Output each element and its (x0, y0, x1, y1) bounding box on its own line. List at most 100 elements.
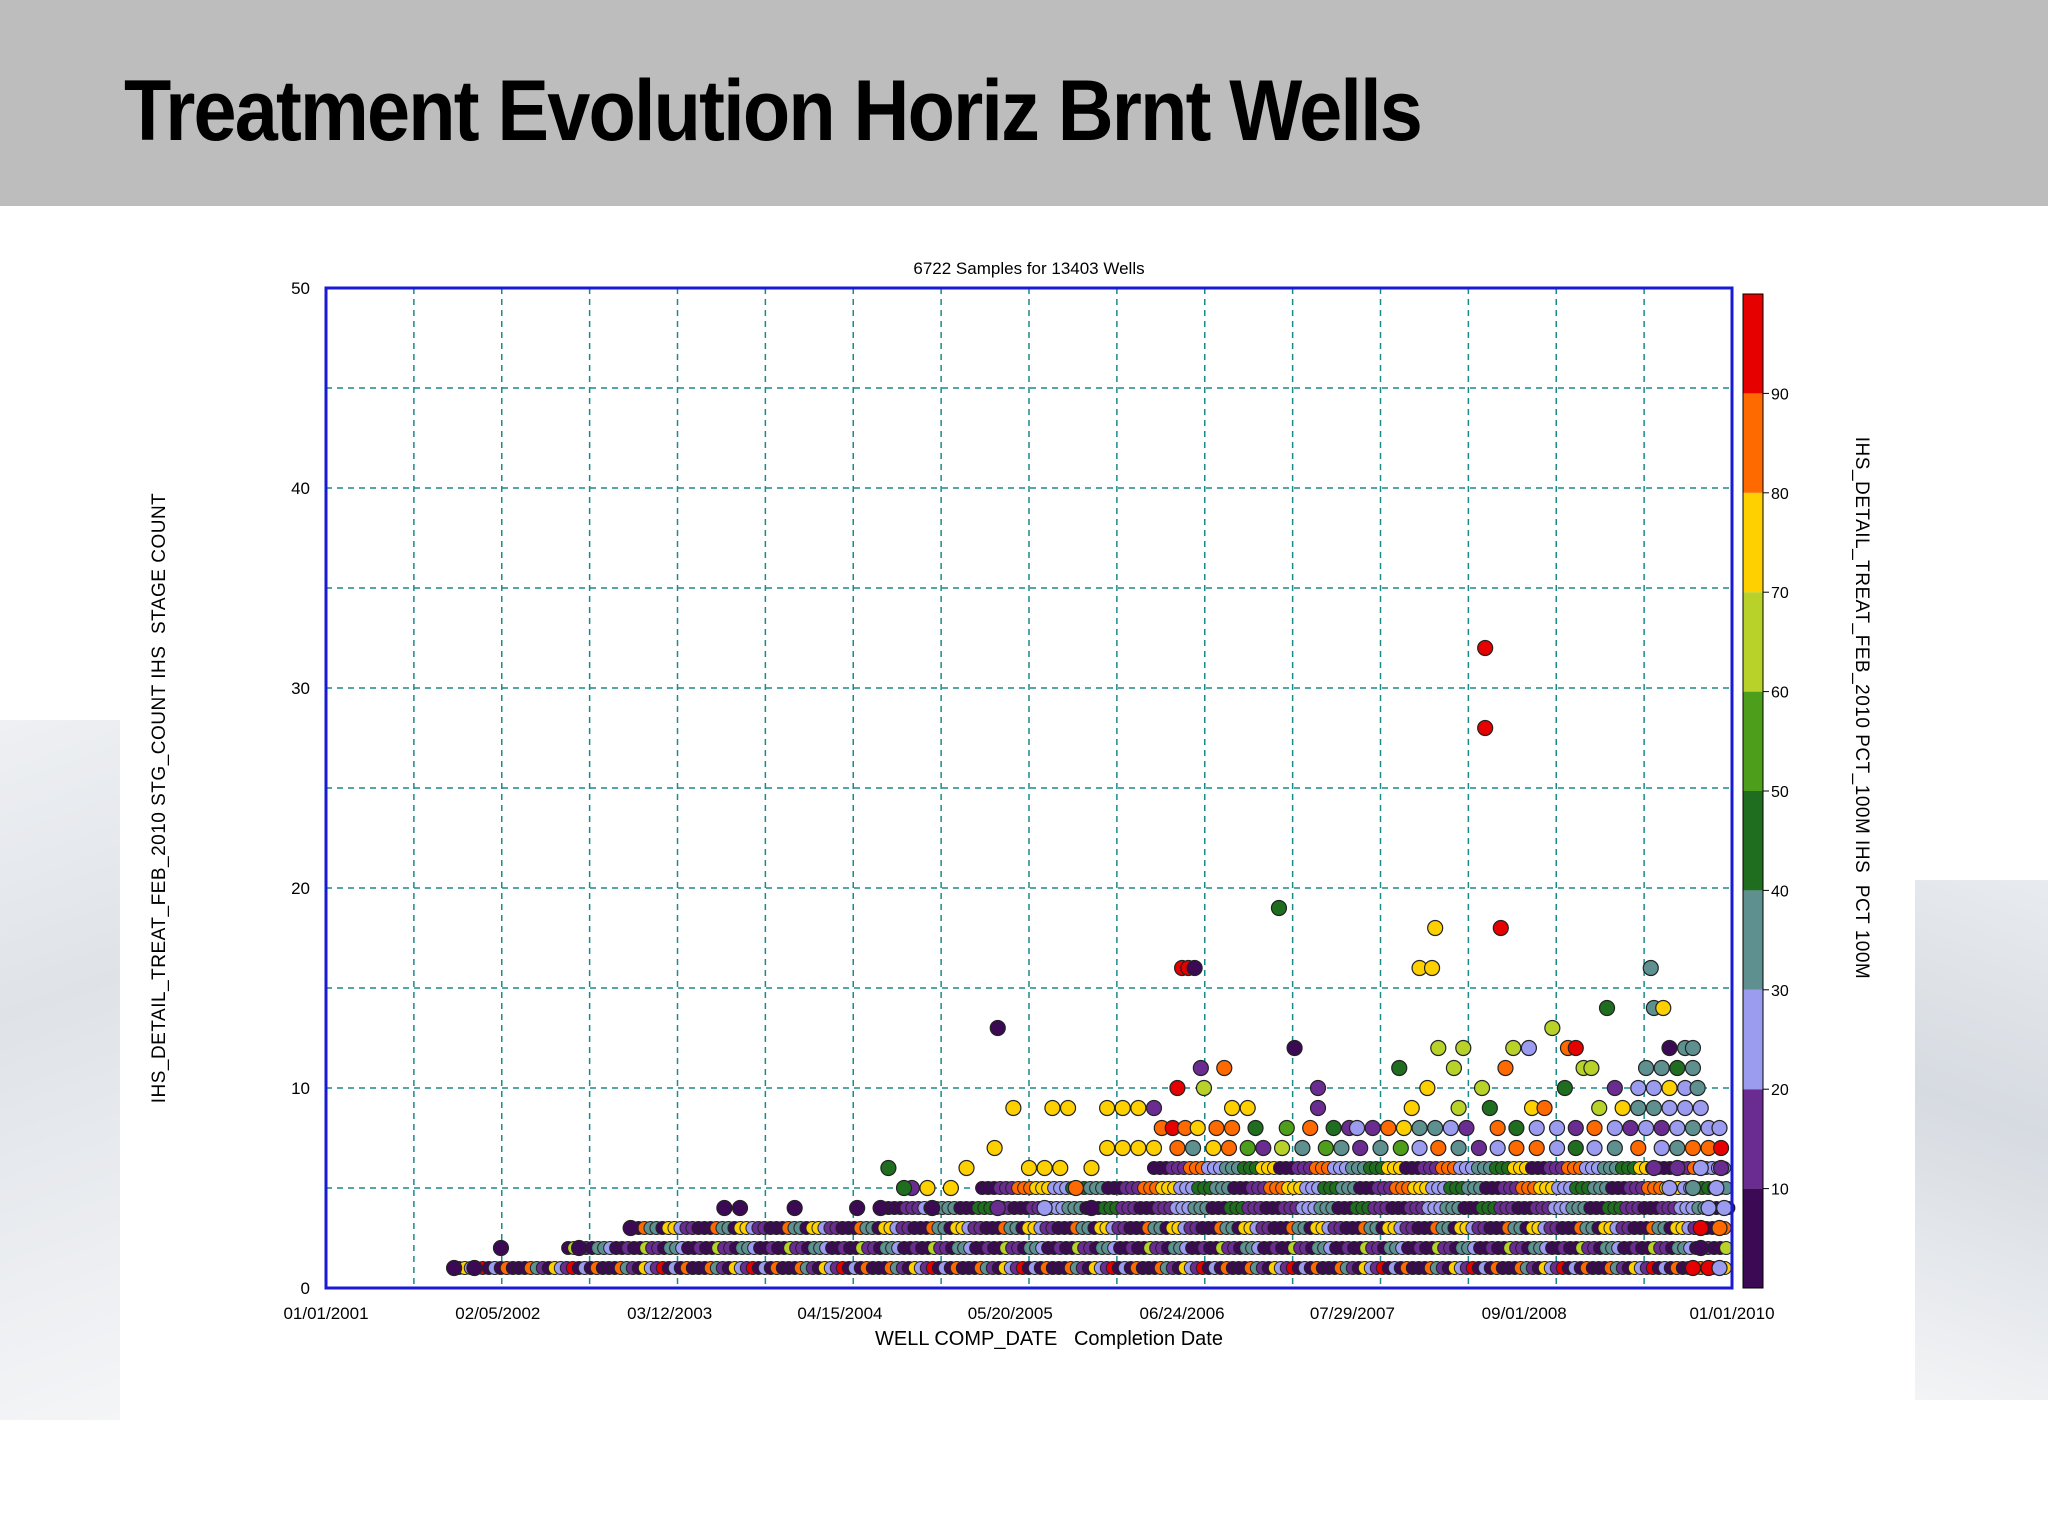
colorbar-segment (1743, 989, 1763, 1090)
data-point (1348, 1119, 1366, 1137)
data-point (1325, 1119, 1342, 1137)
data-point (958, 1159, 975, 1177)
data-point (1567, 1119, 1584, 1137)
scatter-chart: 01/01/2001 02/05/2002 03/12/2003 04/15/2004… (149, 259, 1872, 1350)
data-point (1083, 1199, 1100, 1217)
x-tick-label: 05/20/2005 (968, 1304, 1053, 1323)
data-point (1223, 1099, 1241, 1117)
data-point (1392, 1139, 1409, 1157)
data-point (1661, 1179, 1678, 1197)
data-point (1669, 1159, 1686, 1177)
data-point (1270, 899, 1288, 917)
data-point (1692, 1219, 1709, 1237)
data-point (1712, 1159, 1730, 1177)
data-point (1716, 1199, 1733, 1217)
data-point (1309, 1079, 1327, 1097)
data-point (1622, 1119, 1639, 1137)
data-point (786, 1199, 803, 1217)
data-point (919, 1179, 936, 1197)
data-point (1567, 1039, 1584, 1057)
data-point (924, 1199, 941, 1217)
data-point (1606, 1139, 1623, 1157)
data-point (1497, 1059, 1514, 1077)
x-tick-label: 06/24/2006 (1140, 1304, 1225, 1323)
dense-bands (451, 1161, 1736, 1275)
background-decoration-right (1913, 880, 2048, 1400)
data-point (1372, 1139, 1389, 1157)
colorbar-segment (1743, 592, 1763, 692)
data-point (1130, 1099, 1147, 1117)
data-point (989, 1019, 1006, 1037)
data-point (1606, 1119, 1623, 1137)
data-point (1684, 1039, 1702, 1057)
data-point (1669, 1139, 1686, 1157)
data-point (1099, 1099, 1116, 1117)
x-axis-label: WELL COMP_DATE Completion Date (875, 1328, 1223, 1350)
data-point (731, 1199, 749, 1217)
data-point (880, 1159, 897, 1177)
data-point (1220, 1139, 1238, 1157)
background-decoration-left (0, 720, 120, 1420)
data-point (1294, 1139, 1311, 1157)
data-point (1427, 1119, 1444, 1137)
data-point (1653, 1059, 1670, 1077)
y-tick-label: 40 (291, 479, 310, 498)
colorbar-segment (1743, 1089, 1763, 1189)
slide-title: Treatment Evolution Horiz Brnt Wells (124, 63, 1423, 159)
data-point (1430, 1139, 1447, 1157)
data-point (1528, 1139, 1545, 1157)
data-point (1184, 1139, 1202, 1157)
data-point (1450, 1139, 1467, 1157)
data-point (1700, 1199, 1717, 1217)
data-point (1273, 1139, 1291, 1157)
colorbar-segment (1743, 492, 1763, 593)
data-point (1677, 1099, 1694, 1117)
data-point (986, 1139, 1003, 1157)
data-point (1005, 1099, 1022, 1117)
colorbar-tick-label: 20 (1771, 1082, 1789, 1099)
slide-header: Treatment Evolution Horiz Brnt Wells (0, 0, 2048, 206)
colorbar-tick-label: 40 (1771, 883, 1789, 900)
data-point (1223, 1119, 1241, 1137)
data-point (1630, 1139, 1647, 1157)
data-point (492, 1239, 510, 1257)
data-point (1442, 1119, 1459, 1137)
data-point (1208, 1119, 1225, 1137)
data-point (1711, 1119, 1728, 1137)
data-point (1548, 1119, 1566, 1137)
data-point (1591, 1099, 1608, 1117)
colorbar-segment (1743, 1188, 1763, 1288)
colorbar: 10 20 30 40 50 60 70 80 90 (1742, 293, 1789, 1289)
y-tick-label: 0 (301, 1279, 310, 1298)
data-point (1186, 959, 1203, 977)
data-point (1708, 1179, 1725, 1197)
x-tick-label: 01/01/2001 (283, 1304, 368, 1323)
data-point (1189, 1119, 1206, 1137)
data-point (1489, 1119, 1506, 1137)
data-points (446, 639, 1733, 1277)
x-tick-label: 01/01/2010 (1689, 1304, 1774, 1323)
x-tick-label: 02/05/2002 (455, 1304, 540, 1323)
data-point (1661, 1079, 1678, 1097)
data-point (446, 1259, 463, 1277)
data-point (1492, 919, 1509, 937)
colorbar-segment (1743, 393, 1763, 493)
data-point (1684, 1139, 1702, 1157)
data-point (1645, 1079, 1662, 1097)
data-point (1684, 1259, 1702, 1277)
data-point (1403, 1099, 1420, 1117)
data-point (1380, 1119, 1397, 1137)
data-point (1544, 1019, 1561, 1037)
data-point (1036, 1199, 1053, 1217)
data-point (1505, 1039, 1522, 1057)
colorbar-tick-label: 30 (1771, 983, 1789, 1000)
data-point (1614, 1099, 1631, 1117)
data-point (1278, 1119, 1295, 1137)
data-point (1114, 1139, 1131, 1157)
data-point (1083, 1159, 1100, 1177)
y-axis-label: IHS_DETAIL_TREAT_FEB_2010 STG_COUNT IHS … (149, 493, 170, 1104)
data-point (1477, 719, 1494, 737)
x-tick-label: 04/15/2004 (797, 1304, 882, 1323)
data-point (1630, 1099, 1647, 1117)
data-point (1247, 1119, 1264, 1137)
